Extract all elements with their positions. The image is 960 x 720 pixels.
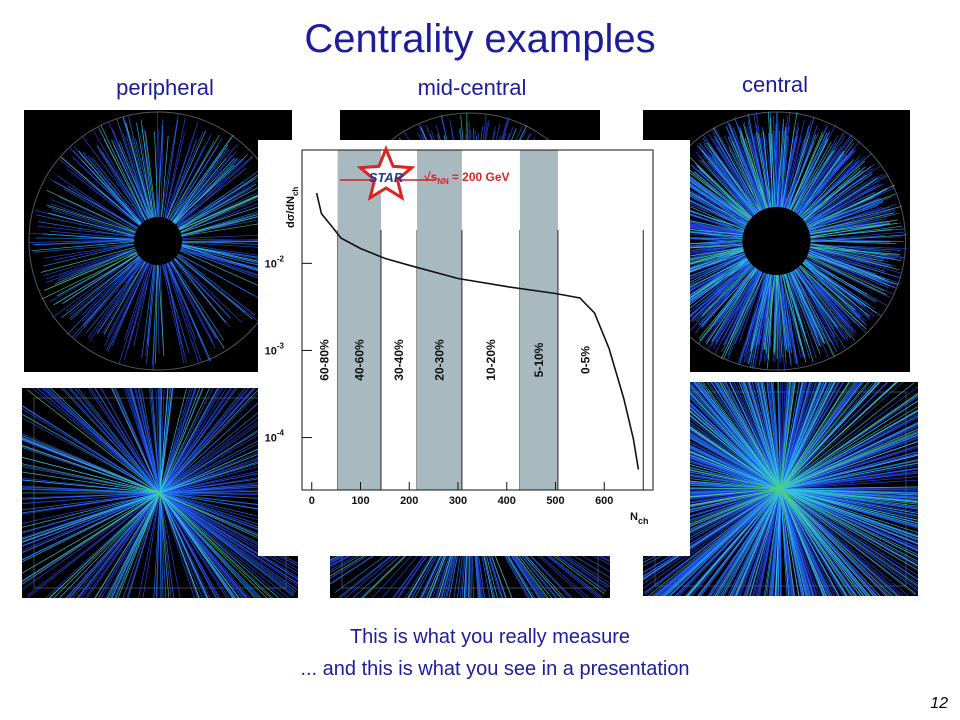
y-axis-label: dσ/dNch xyxy=(285,187,300,228)
x-label-main: N xyxy=(630,511,638,523)
tracks xyxy=(651,124,899,369)
tick-exponent: -2 xyxy=(277,254,285,263)
tick-exponent: -3 xyxy=(277,341,285,350)
y-label-sub: ch xyxy=(291,187,300,196)
inset-chart: 60-80% 40-60% 30-40% 20-30% 10-20% 5-10% 0-5% 0… xyxy=(258,140,690,556)
band-label: 20-30% xyxy=(432,339,446,381)
x-tick-label: 300 xyxy=(449,495,467,507)
logo-text: STAR xyxy=(369,170,404,185)
tracks xyxy=(33,115,279,371)
tracks xyxy=(22,388,298,598)
tick-base: 10 xyxy=(265,345,277,357)
chart-panel xyxy=(258,140,690,556)
centrality-band xyxy=(519,150,558,490)
y-tick-label: 10-3 xyxy=(265,341,285,357)
x-tick-label: 500 xyxy=(546,495,564,507)
x-tick-label: 400 xyxy=(498,495,516,507)
band-label: 10-20% xyxy=(484,339,498,381)
tick-base: 10 xyxy=(265,433,277,445)
x-tick-label: 100 xyxy=(351,495,369,507)
caption: This is what you really measure xyxy=(350,626,630,648)
y-label-main: dσ/dN xyxy=(285,196,297,228)
centrality-band xyxy=(337,150,381,490)
tracks xyxy=(643,382,918,596)
x-tick-label: 0 xyxy=(309,495,315,507)
band-label: 30-40% xyxy=(392,339,406,381)
caption: ... and this is what you see in a presen… xyxy=(300,658,689,680)
band-label: 40-60% xyxy=(352,339,366,381)
energy-root: √s xyxy=(424,170,438,184)
tracks xyxy=(22,388,298,598)
event-display xyxy=(24,110,292,372)
energy-sub: NN xyxy=(437,177,449,186)
page-number: 12 xyxy=(930,695,948,712)
x-axis-label: Nch xyxy=(630,511,648,526)
plot-frame xyxy=(301,149,654,491)
beam-hole xyxy=(742,207,811,275)
panel-label: peripheral xyxy=(116,75,214,100)
panel-label: central xyxy=(742,72,808,97)
logo-star xyxy=(356,145,416,202)
x-tick-label: 200 xyxy=(400,495,418,507)
beam-hole xyxy=(134,217,182,265)
energy-rest: = 200 GeV xyxy=(452,170,510,184)
tick-base: 10 xyxy=(265,258,277,270)
centrality-band xyxy=(417,150,462,490)
title: Centrality examples xyxy=(304,17,655,61)
panel-label: mid-central xyxy=(418,75,527,100)
x-tick-label: 600 xyxy=(595,495,613,507)
tracks xyxy=(31,119,279,357)
band-label: 5-10% xyxy=(532,342,546,377)
band-label: 0-5% xyxy=(578,346,592,374)
distribution-curve xyxy=(315,192,640,470)
band-label: 60-80% xyxy=(318,339,332,381)
energy-label: √sNN = 200 GeV xyxy=(424,170,510,186)
y-tick-label: 10-4 xyxy=(265,429,285,445)
y-tick-label: 10-2 xyxy=(265,254,285,270)
tick-exponent: -4 xyxy=(277,429,285,438)
event-display xyxy=(22,388,298,598)
x-label-sub: ch xyxy=(638,516,649,526)
tracks xyxy=(41,122,286,364)
